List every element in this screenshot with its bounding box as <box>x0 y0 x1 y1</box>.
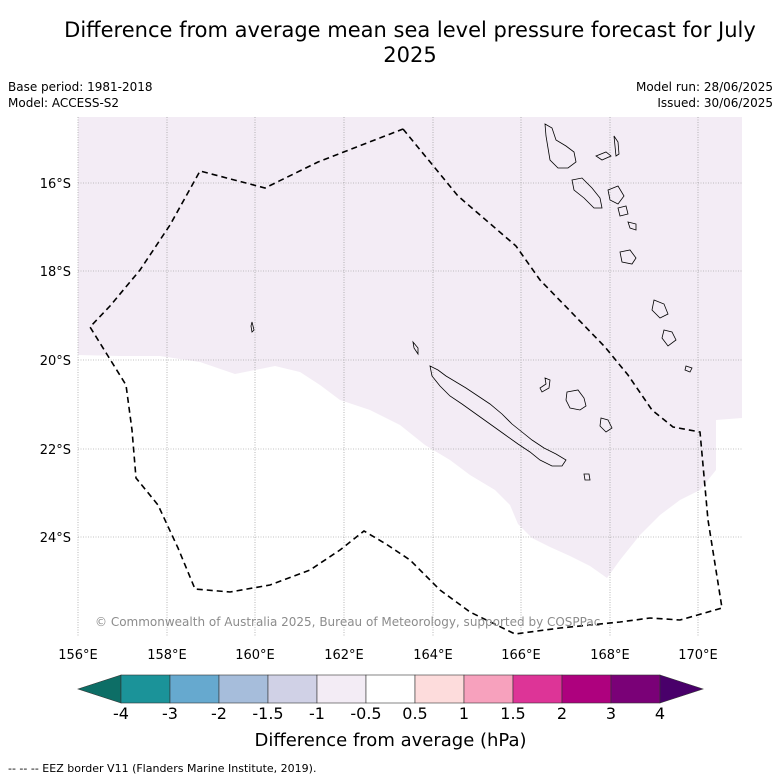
vanuatu-malekula <box>571 177 603 209</box>
lat-tick-label: 20°S <box>40 354 71 369</box>
footer-eez-note: -- -- -- EEZ border V11 (Flanders Marine… <box>8 762 317 775</box>
lat-tick-labels: 16°S 18°S 20°S 22°S 24°S <box>40 177 71 546</box>
lon-tick-label: 158°E <box>147 648 187 663</box>
islet-west-1 <box>250 321 255 333</box>
colorbar-tick-label: 3 <box>605 704 617 723</box>
colorbar-tick-label: -0.5 <box>350 704 382 723</box>
lon-tick-label: 170°E <box>678 648 718 663</box>
map-title: Difference from average mean sea level p… <box>64 18 756 67</box>
model-name: Model: ACCESS-S2 <box>8 96 120 110</box>
colorbar-segment <box>463 674 514 704</box>
model-run: Model run: 28/06/2025 <box>635 80 773 94</box>
lon-tick-label: 166°E <box>501 648 541 663</box>
colorbar-tick-label: -3 <box>162 704 178 723</box>
colorbar-tick-label: 1.5 <box>500 704 526 723</box>
vanuatu-aneityum <box>684 365 693 373</box>
colorbar-label: Difference from average (hPa) <box>254 730 527 751</box>
colorbar-segment <box>365 674 416 704</box>
isle-of-pines <box>583 473 591 481</box>
lon-tick-labels: 156°E 158°E 160°E 162°E 164°E 166°E 168°… <box>58 648 718 663</box>
vanuatu-tanna <box>661 329 677 347</box>
lat-tick-label: 16°S <box>40 177 71 192</box>
lon-tick-label: 156°E <box>58 648 98 663</box>
colorbar-segment <box>120 674 171 704</box>
colorbar-tick-label: 2 <box>556 704 568 723</box>
grid-lines <box>77 117 742 637</box>
lon-tick-label: 164°E <box>413 648 453 663</box>
lon-tick-label: 168°E <box>590 648 630 663</box>
colorbar-tick-label: -4 <box>113 704 129 723</box>
colorbar-segment <box>169 674 220 704</box>
issued-date: Issued: 30/06/2025 <box>657 96 773 110</box>
colorbar-segments <box>120 674 661 704</box>
colorbar-tick-label: 0.5 <box>402 704 428 723</box>
vanuatu-ambae <box>595 151 612 161</box>
colorbar-segment <box>561 674 612 704</box>
colorbar-tick-label: 1 <box>458 704 470 723</box>
anomaly-fill <box>78 117 742 578</box>
colorbar-segment <box>512 674 563 704</box>
vanuatu-erromango <box>651 299 669 319</box>
colorbar-segment <box>316 674 367 704</box>
vanuatu-maewo <box>613 135 620 157</box>
lat-tick-label: 18°S <box>40 265 71 280</box>
new-caledonia-island <box>429 365 567 467</box>
colorbar-segment <box>414 674 465 704</box>
lat-tick-label: 22°S <box>40 443 71 458</box>
colorbar <box>77 674 704 704</box>
base-period: Base period: 1981-2018 <box>8 80 153 94</box>
copyright-text: © Commonwealth of Australia 2025, Bureau… <box>95 615 600 629</box>
lat-tick-label: 24°S <box>40 531 71 546</box>
colorbar-low-arrow <box>77 674 122 704</box>
vanuatu-espiritu-santo <box>544 123 577 169</box>
lon-tick-label: 160°E <box>235 648 275 663</box>
colorbar-segment <box>218 674 269 704</box>
meta-left: Base period: 1981-2018 Model: ACCESS-S2 <box>8 79 153 111</box>
loyalty-island-ouvea <box>539 377 551 393</box>
colorbar-high-arrow <box>659 674 704 704</box>
lon-tick-label: 162°E <box>324 648 364 663</box>
vanuatu-efate <box>619 249 637 265</box>
colorbar-tick-label: -1 <box>309 704 325 723</box>
eez-border <box>88 128 723 635</box>
vanuatu-pentecost <box>607 185 625 205</box>
loyalty-island-lifou <box>565 389 587 411</box>
vanuatu-epi <box>617 205 629 217</box>
vanuatu-shepherd <box>627 221 637 231</box>
colorbar-tick-label: -1.5 <box>252 704 284 723</box>
colorbar-tick-label: -2 <box>211 704 227 723</box>
colorbar-segment <box>267 674 318 704</box>
loyalty-island-mare <box>599 417 613 433</box>
meta-right: Model run: 28/06/2025 Issued: 30/06/2025 <box>636 79 773 111</box>
colorbar-segment <box>610 674 661 704</box>
new-caledonia-islet-north <box>412 340 419 356</box>
colorbar-tick-label: 4 <box>654 704 666 723</box>
